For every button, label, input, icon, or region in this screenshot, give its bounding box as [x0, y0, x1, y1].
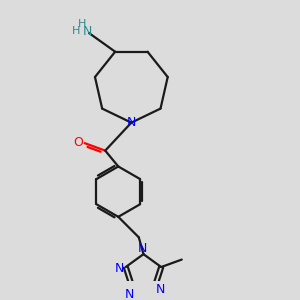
Text: N: N — [138, 242, 147, 255]
Text: N: N — [82, 25, 92, 38]
Text: H: H — [77, 19, 86, 29]
Text: N: N — [155, 283, 165, 296]
Text: N: N — [125, 288, 134, 300]
Text: H: H — [72, 26, 80, 36]
Text: N: N — [127, 116, 136, 129]
Text: N: N — [115, 262, 124, 275]
Text: O: O — [73, 136, 83, 149]
